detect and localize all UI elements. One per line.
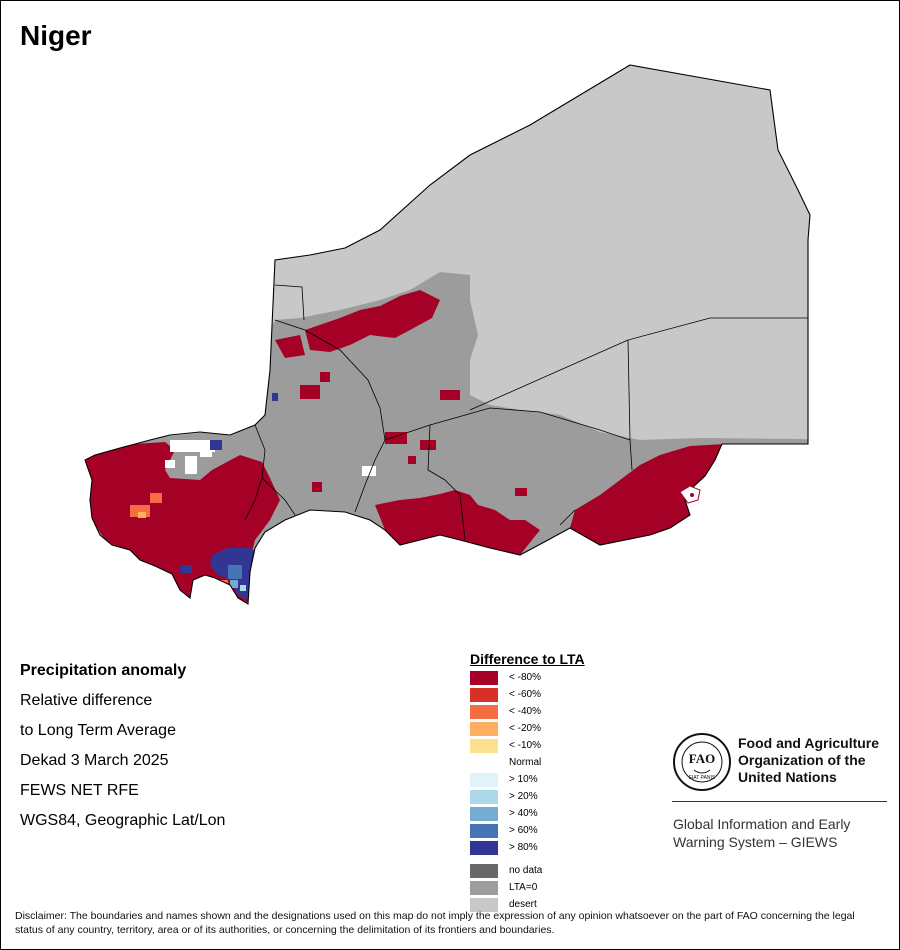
legend-label: > 10% xyxy=(509,774,538,785)
legend-swatch xyxy=(470,898,498,912)
legend-label: < -80% xyxy=(509,672,541,683)
legend-swatch xyxy=(470,824,498,838)
region-boundaries xyxy=(244,284,808,541)
giews-line-2: Warning System – GIEWS xyxy=(673,834,838,850)
legend-swatch xyxy=(470,688,498,702)
info-line-1: Relative difference xyxy=(20,692,153,709)
legend-swatch xyxy=(470,807,498,821)
fao-logo-text: FAO xyxy=(689,751,715,766)
legend-label: < -10% xyxy=(509,740,541,751)
fao-divider xyxy=(672,801,887,802)
legend-swatch xyxy=(470,773,498,787)
map-title: Niger xyxy=(20,20,92,51)
legend-swatch xyxy=(470,881,498,895)
fao-name: Food and Agriculture Organization of the… xyxy=(738,735,879,786)
giews-label: Global Information and Early Warning Sys… xyxy=(673,815,850,851)
info-line-2: to Long Term Average xyxy=(20,722,176,739)
legend-label: < -40% xyxy=(509,706,541,717)
legend-label: > 20% xyxy=(509,791,538,802)
legend-swatch xyxy=(470,739,498,753)
info-heading: Precipitation anomaly xyxy=(20,662,187,679)
info-period: Dekad 3 March 2025 xyxy=(20,752,169,769)
legend-title: Difference to LTA xyxy=(470,651,585,667)
legend-label: > 80% xyxy=(509,842,538,853)
legend-swatch xyxy=(470,864,498,878)
info-projection: WGS84, Geographic Lat/Lon xyxy=(20,812,226,829)
info-source: FEWS NET RFE xyxy=(20,782,139,799)
fao-logo-motto: FIAT PANIS xyxy=(689,775,716,781)
legend-swatch xyxy=(470,841,498,855)
legend-label: < -20% xyxy=(509,723,541,734)
fao-name-line-3: United Nations xyxy=(738,769,837,785)
legend-label: desert xyxy=(509,899,537,910)
legend-label: no data xyxy=(509,865,543,876)
legend-label: > 60% xyxy=(509,825,538,836)
giews-line-1: Global Information and Early xyxy=(673,816,851,832)
disclaimer: Disclaimer: The boundaries and names sho… xyxy=(15,910,855,936)
legend-label: Normal xyxy=(509,757,542,768)
legend-swatch xyxy=(470,756,498,770)
legend-swatch xyxy=(470,722,498,736)
map-info: Precipitation anomaly Relative differenc… xyxy=(20,656,225,836)
legend: Difference to LTA < -80% < -60% < -40% < -2… xyxy=(470,651,640,912)
legend-swatch xyxy=(470,705,498,719)
fao-logo-icon: FAO FIAT PANIS xyxy=(673,733,731,791)
lake-chad xyxy=(679,485,701,504)
normal-zones xyxy=(165,440,376,476)
fao-name-line-2: Organization of the xyxy=(738,752,866,768)
legend-swatch xyxy=(470,790,498,804)
legend-swatch xyxy=(470,671,498,685)
niger-map xyxy=(84,64,811,605)
legend-label: > 40% xyxy=(509,808,538,819)
legend-label: < -60% xyxy=(509,689,541,700)
legend-label: LTA=0 xyxy=(509,882,538,893)
fao-name-line-1: Food and Agriculture xyxy=(738,735,880,751)
